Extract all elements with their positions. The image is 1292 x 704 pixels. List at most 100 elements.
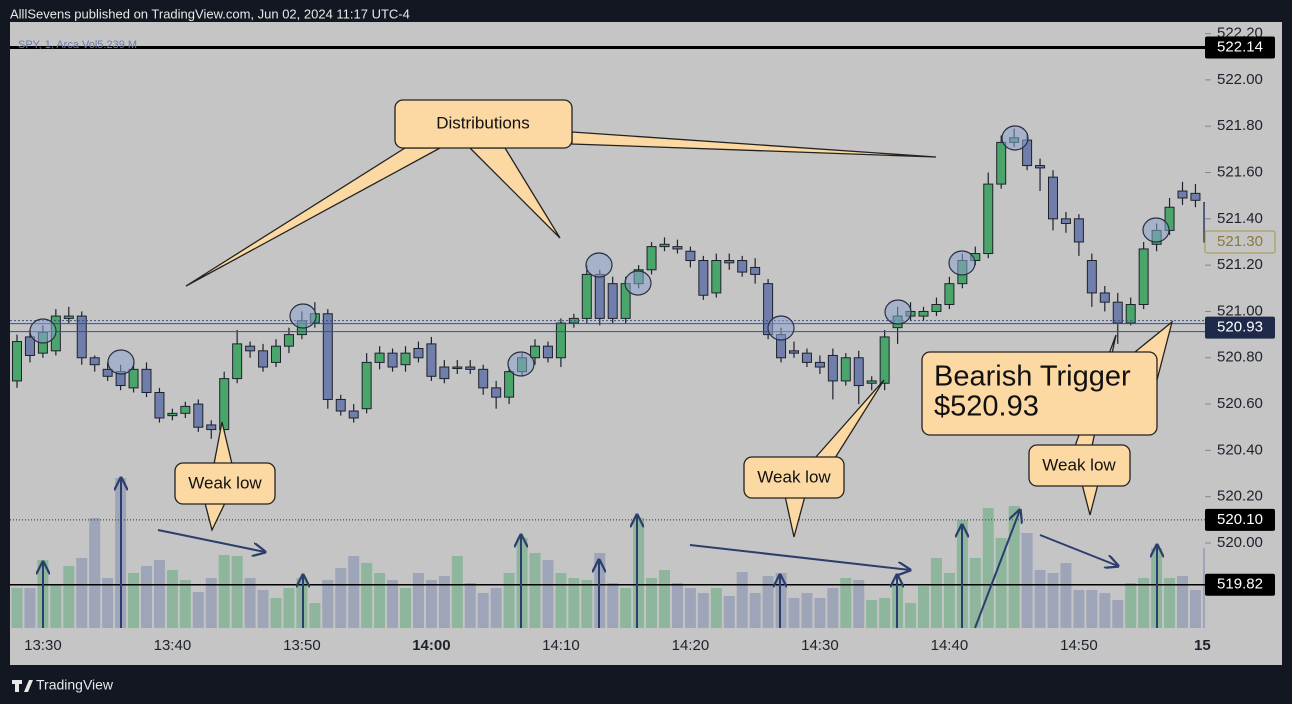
candle-body bbox=[983, 183, 994, 255]
annotations: Distributions Weak low Weak low Weak low… bbox=[174, 99, 1174, 538]
candle-body bbox=[400, 352, 411, 366]
legend: SPY, 1, Arca Vol5.239 M bbox=[18, 39, 137, 51]
circle-mark bbox=[507, 351, 535, 377]
y-tick-label: 520.00 bbox=[1217, 534, 1263, 551]
volume-bar bbox=[348, 556, 360, 628]
candle-body bbox=[750, 266, 761, 275]
volume-bar bbox=[762, 576, 774, 628]
x-tick-label: 14:00 bbox=[412, 637, 450, 654]
candle-body bbox=[918, 310, 929, 317]
volume-bar bbox=[1125, 583, 1137, 628]
x-tick-label: 14:50 bbox=[1060, 637, 1098, 654]
candle-body bbox=[491, 387, 502, 398]
volume-bar bbox=[827, 588, 839, 628]
candle-body bbox=[853, 357, 864, 387]
volume-bar bbox=[503, 573, 515, 628]
candle-body bbox=[1073, 218, 1084, 243]
annotation: Distributions bbox=[436, 113, 530, 132]
candle-body bbox=[12, 341, 22, 382]
callout bbox=[394, 99, 573, 149]
volume-bar bbox=[918, 586, 929, 628]
candle-body bbox=[504, 371, 515, 398]
footer: TradingView bbox=[36, 677, 114, 693]
annotation: Weak low bbox=[188, 473, 262, 492]
candle-body bbox=[76, 315, 87, 359]
volume-bar bbox=[24, 588, 36, 628]
y-tick-label: 521.00 bbox=[1217, 302, 1263, 319]
circle-mark bbox=[1142, 217, 1170, 243]
candle-body bbox=[931, 304, 942, 312]
volume-bar bbox=[710, 588, 722, 628]
volume-bar bbox=[555, 573, 567, 628]
candle-body bbox=[271, 345, 281, 363]
volume-bar bbox=[529, 553, 541, 628]
volume-bar bbox=[905, 603, 917, 628]
volume-bar bbox=[76, 558, 88, 628]
volume-bar bbox=[749, 593, 761, 628]
candle-body bbox=[530, 345, 540, 359]
volume-bar bbox=[1099, 593, 1111, 628]
volume-bar bbox=[490, 588, 502, 628]
candle-body bbox=[322, 313, 333, 400]
volume-bar bbox=[141, 566, 152, 628]
volume-bar bbox=[1034, 570, 1046, 628]
arrow bbox=[974, 510, 1020, 628]
candle-body bbox=[465, 366, 476, 370]
volume-bar bbox=[723, 596, 735, 628]
volume-bar bbox=[438, 576, 450, 628]
candle-body bbox=[232, 343, 243, 380]
volume-bar bbox=[257, 590, 269, 628]
volume-bar bbox=[516, 538, 528, 628]
candle-body bbox=[542, 345, 553, 359]
candle-body bbox=[996, 141, 1007, 185]
volume-bar bbox=[684, 588, 696, 628]
candle-body bbox=[245, 345, 256, 352]
logo bbox=[12, 680, 33, 692]
candle-body bbox=[646, 246, 657, 271]
volume-bar bbox=[736, 572, 748, 628]
volume-bar bbox=[464, 583, 476, 628]
candle-body bbox=[167, 412, 178, 417]
candle-body bbox=[335, 398, 346, 412]
x-tick-label: 14:20 bbox=[672, 637, 710, 654]
volume-bar bbox=[412, 573, 424, 628]
volume-bar bbox=[361, 563, 373, 628]
volume-bar bbox=[866, 600, 878, 628]
candle-body bbox=[219, 378, 230, 431]
candle-body bbox=[814, 361, 825, 368]
volume-bar bbox=[477, 593, 489, 628]
level-label-bg bbox=[1205, 573, 1275, 596]
volume-bar bbox=[697, 593, 709, 628]
candle-body bbox=[206, 424, 217, 431]
annotation: Bearish Trigger bbox=[934, 361, 1131, 393]
candle-body bbox=[555, 322, 566, 359]
volume-bar bbox=[1164, 578, 1176, 628]
candle-body bbox=[154, 392, 165, 419]
candle-body bbox=[1035, 165, 1046, 169]
circle-mark bbox=[585, 252, 613, 278]
candle-body bbox=[439, 366, 450, 380]
candle-body bbox=[141, 368, 152, 394]
volume-bar bbox=[244, 578, 256, 628]
x-tick-label: 14:10 bbox=[542, 637, 580, 654]
volume-bar bbox=[801, 593, 813, 628]
candle-body bbox=[1125, 304, 1136, 324]
annotation: $520.93 bbox=[934, 391, 1039, 423]
x-tick-label: 14:40 bbox=[931, 637, 969, 654]
volume-bar bbox=[335, 568, 347, 628]
volume-bar bbox=[1060, 563, 1072, 628]
candle-body bbox=[426, 343, 437, 377]
volume-bar bbox=[879, 598, 891, 628]
last-price-bg bbox=[1204, 230, 1276, 254]
volume-bar bbox=[192, 592, 204, 628]
volume-bar bbox=[205, 578, 217, 628]
volume-bar bbox=[788, 598, 800, 628]
volume-bar bbox=[1189, 590, 1201, 628]
candle-body bbox=[724, 260, 735, 264]
volume-bar bbox=[1138, 578, 1150, 628]
volume-bar bbox=[840, 578, 852, 628]
y-tick-label: 522.00 bbox=[1217, 71, 1263, 88]
volume-bar bbox=[943, 573, 955, 628]
candle-body bbox=[180, 405, 191, 414]
y-tick-label: 521.20 bbox=[1217, 256, 1263, 273]
